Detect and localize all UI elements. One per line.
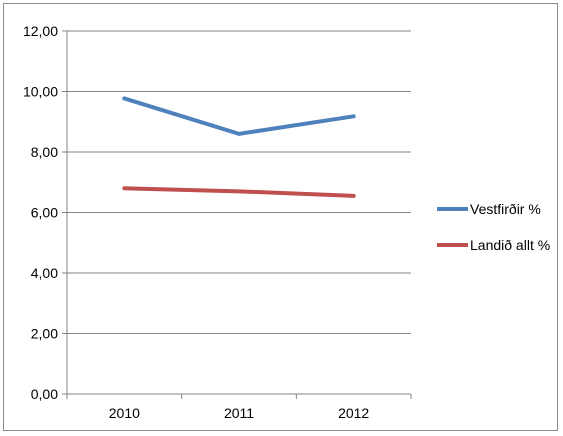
x-tick-label: 2012 (338, 405, 369, 421)
x-tick-label: 2010 (109, 405, 140, 421)
series-line-1 (122, 96, 356, 136)
legend: Vestfirðir % Landið allt % (437, 201, 550, 253)
x-tick-labels: 2010 2011 2012 (109, 405, 370, 421)
y-tick-label: 10,00 (23, 84, 58, 100)
series-line-2 (122, 186, 356, 198)
y-tick-label: 2,00 (31, 326, 58, 342)
y-tick-label: 0,00 (31, 386, 58, 402)
y-tick-label: 8,00 (31, 144, 58, 160)
y-tick-labels: 0,00 2,00 4,00 6,00 8,00 10,00 12,00 (23, 23, 58, 402)
y-tick-label: 4,00 (31, 265, 58, 281)
legend-label: Landið allt % (470, 237, 550, 253)
gridlines (67, 30, 411, 334)
chart-frame (3, 3, 558, 431)
series-lines (122, 96, 356, 198)
y-tick-label: 6,00 (31, 205, 58, 221)
axes (62, 30, 412, 399)
y-tick-label: 12,00 (23, 23, 58, 39)
x-tick-label: 2011 (224, 405, 254, 421)
legend-label: Vestfirðir % (470, 201, 541, 217)
